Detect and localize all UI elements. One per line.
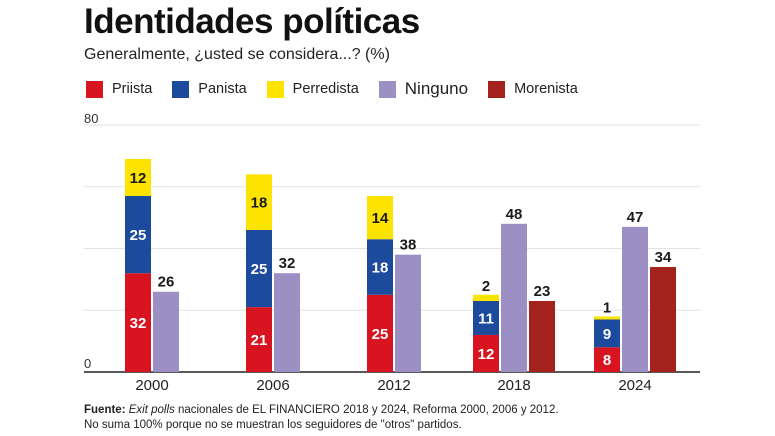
bar-chart: 0803225122620002125183220062518143820121… [84, 111, 700, 394]
legend-swatch-panista [172, 80, 190, 98]
footer: Fuente: Exit polls nacionales de EL FINA… [84, 403, 559, 433]
x-tick-label-2024: 2024 [618, 377, 651, 394]
data-label-ninguno-2000: 26 [158, 274, 175, 291]
bar-perredista-2006 [246, 174, 272, 230]
source-label: Fuente: [84, 404, 126, 416]
bar-ninguno-2006 [274, 273, 300, 372]
legend-swatch-priista [86, 80, 103, 98]
bar-morenista-2024 [650, 267, 676, 372]
legend-item-panista: Panista [172, 80, 247, 98]
bar-priista-2018 [473, 334, 499, 372]
bar-panista-2012 [367, 239, 393, 295]
bar-panista-2018 [473, 300, 499, 335]
bar-priista-2012 [367, 294, 393, 372]
legend-swatch-morenista [488, 80, 506, 98]
bar-panista-2000 [125, 196, 151, 274]
x-tick-label-2018: 2018 [497, 377, 530, 394]
legend-swatch-perredista [266, 80, 284, 98]
data-label-ninguno-2024: 47 [627, 209, 644, 226]
legend-item-morenista: Morenista [488, 80, 578, 98]
data-label-perredista-2018: 2 [482, 278, 490, 295]
data-label-panista-2000: 25 [130, 227, 147, 244]
data-label-panista-2012: 18 [372, 260, 389, 277]
data-label-ninguno-2018: 48 [506, 206, 523, 223]
data-label-ninguno-2006: 32 [279, 255, 296, 272]
bar-ninguno-2000 [153, 291, 179, 372]
legend: Priista Panista Perredista Ninguno Moren… [86, 79, 598, 99]
data-label-priista-2000: 32 [130, 315, 147, 332]
data-label-priista-2012: 25 [372, 326, 389, 343]
chart-title: Identidades políticas [84, 2, 420, 41]
legend-item-ninguno: Ninguno [378, 79, 469, 99]
bar-priista-2024 [594, 347, 620, 372]
data-label-panista-2018: 11 [478, 310, 494, 327]
x-tick-label-2000: 2000 [135, 377, 168, 394]
x-tick-label-2006: 2006 [256, 377, 289, 394]
bar-ninguno-2012 [395, 254, 421, 372]
data-label-priista-2018: 12 [478, 346, 495, 363]
data-label-priista-2024: 8 [603, 352, 611, 369]
bar-priista-2006 [246, 307, 272, 372]
data-label-morenista-2018: 23 [534, 283, 551, 300]
data-label-priista-2006: 21 [251, 332, 268, 349]
bar-perredista-2024 [594, 316, 620, 320]
bar-priista-2000 [125, 273, 151, 372]
bar-perredista-2018 [473, 294, 499, 301]
x-tick-label-2012: 2012 [377, 377, 410, 394]
legend-label-ninguno: Ninguno [404, 79, 469, 98]
data-label-perredista-2000: 12 [130, 170, 147, 187]
footer-note: No suma 100% porque no se muestran los s… [84, 419, 462, 431]
data-label-morenista-2024: 34 [655, 249, 672, 266]
y-tick-label: 80 [84, 111, 98, 126]
source-line: Fuente: Exit polls nacionales de EL FINA… [84, 403, 559, 418]
source-italic: Exit polls [128, 404, 175, 416]
data-label-perredista-2012: 14 [372, 210, 389, 227]
bar-panista-2006 [246, 229, 272, 308]
chart-subtitle: Generalmente, ¿usted se considera...? (%… [84, 46, 390, 63]
bar-ninguno-2024 [622, 226, 648, 372]
data-label-panista-2006: 25 [251, 261, 268, 278]
legend-label-morenista: Morenista [514, 81, 578, 97]
bar-perredista-2012 [367, 196, 393, 240]
data-label-perredista-2006: 18 [251, 195, 268, 212]
y-tick-label: 0 [84, 356, 91, 371]
legend-swatch-ninguno [378, 80, 396, 98]
data-label-perredista-2024: 1 [603, 299, 611, 316]
legend-label-priista: Priista [112, 81, 153, 97]
data-label-ninguno-2012: 38 [400, 237, 417, 254]
legend-item-perredista: Perredista [266, 80, 359, 98]
legend-item-priista: Priista [86, 80, 153, 98]
bar-morenista-2018 [529, 300, 555, 372]
bar-panista-2024 [594, 319, 620, 348]
legend-label-perredista: Perredista [292, 81, 359, 97]
source-text: nacionales de EL FINANCIERO 2018 y 2024,… [174, 404, 559, 416]
bar-perredista-2000 [125, 158, 151, 197]
bar-ninguno-2018 [501, 223, 527, 372]
data-label-panista-2024: 9 [603, 326, 611, 343]
legend-label-panista: Panista [198, 81, 247, 97]
